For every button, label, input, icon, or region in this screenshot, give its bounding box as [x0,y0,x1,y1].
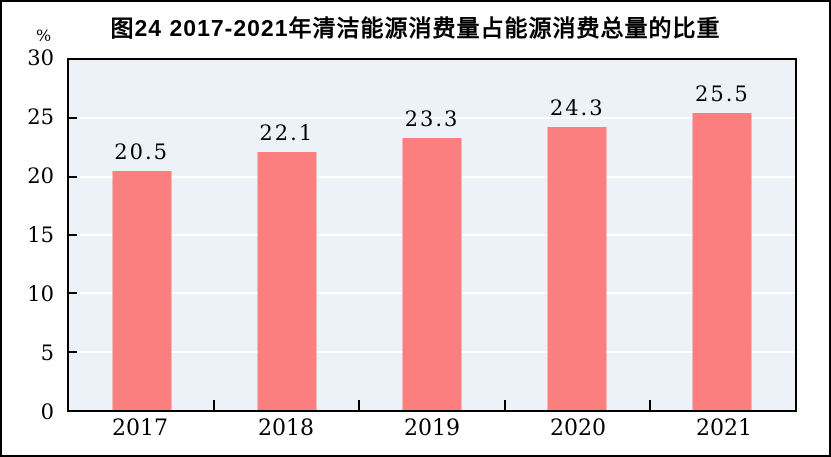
y-tick-label: 30 [27,46,54,70]
y-tick-label: 5 [40,341,54,366]
y-axis-tick [69,350,77,353]
y-axis-tick [69,234,77,236]
bar-cell: 24.3 [505,60,650,410]
gridline [69,117,795,120]
bar-series: 20.5 22.1 23.3 24.3 25.5 [69,60,795,410]
bar-2019 [402,138,462,410]
bar-value-label: 24.3 [549,95,605,120]
y-tick-label: 20 [27,164,54,189]
bar-cell: 25.5 [650,60,795,410]
bar-value-label: 23.3 [404,107,460,132]
plot-area: 20.5 22.1 23.3 24.3 25.5 [67,58,797,412]
y-tick-label: 15 [27,223,54,247]
x-tick-label: 2021 [696,416,752,441]
x-axis: 2017 2018 2019 2020 2021 [67,416,797,441]
chart-title: 图24 2017-2021年清洁能源消费量占能源消费总量的比重 [110,15,721,41]
x-tick-label: 2018 [258,416,314,441]
x-axis-tick [648,400,651,410]
bar-cell: 22.1 [214,60,359,410]
bar-2021 [692,112,752,410]
x-tick-label: 2020 [550,416,606,441]
bar-2018 [257,152,317,410]
y-axis-tick [69,292,77,295]
bar-2020 [547,126,607,410]
bar-value-label: 22.1 [259,121,315,146]
y-tick-label: 25 [27,105,54,129]
y-tick-label: 10 [27,282,54,307]
bar-value-label: 20.5 [114,139,169,164]
bar-cell: 20.5 [69,60,214,410]
bar-2017 [112,170,172,410]
bar-value-label: 25.5 [695,81,750,106]
y-axis-tick [69,175,77,178]
x-axis-tick [213,400,216,410]
y-axis: 0 5 10 15 20 25 30 [2,46,60,424]
y-axis-unit-label: % [36,26,52,45]
x-tick-label: 2019 [404,416,460,441]
bar-cell: 23.3 [359,60,504,410]
x-axis-tick [358,400,361,410]
y-tick-label: 0 [40,400,54,424]
y-axis-tick [69,117,77,120]
x-axis-tick [503,400,506,410]
x-tick-label: 2017 [112,416,168,441]
